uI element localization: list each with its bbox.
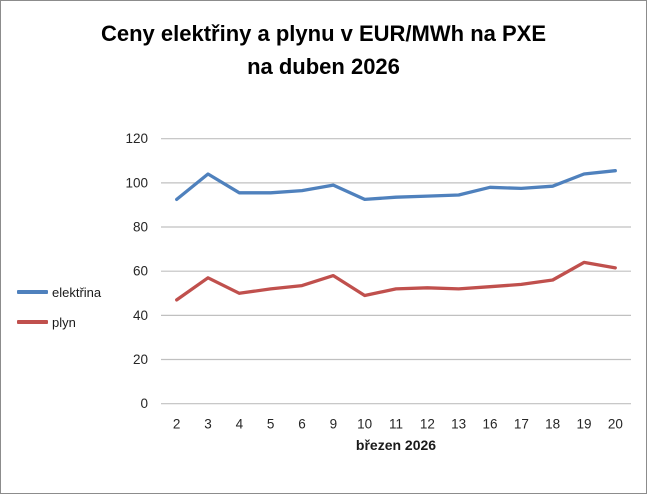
x-tick-label-13: 13: [451, 417, 466, 432]
x-tick-label-5: 5: [267, 417, 275, 432]
x-tick-label-4: 4: [236, 417, 244, 432]
x-tick-label-9: 9: [330, 417, 338, 432]
x-tick-label-3: 3: [204, 417, 212, 432]
x-tick-label-20: 20: [608, 417, 623, 432]
legend-label-elektrina: elektřina: [52, 284, 102, 300]
y-tick-label-40: 40: [133, 308, 148, 323]
legend-item-elektrina: elektřina: [17, 284, 101, 300]
y-tick-label-0: 0: [140, 396, 148, 411]
y-tick-label-20: 20: [133, 352, 148, 367]
x-axis-title: březen 2026: [355, 437, 437, 453]
chart-title-line-1: Ceny elektřiny a plynu v EUR/MWh na PXE: [101, 21, 546, 46]
legend-item-plyn: plyn: [17, 314, 101, 330]
y-tick-label-120: 120: [125, 131, 148, 146]
x-tick-label-10: 10: [357, 417, 372, 432]
x-tick-label-19: 19: [576, 417, 591, 432]
chart-title-line-2: na duben 2026: [247, 54, 400, 79]
x-tick-label-6: 6: [298, 417, 306, 432]
x-tick-label-18: 18: [545, 417, 560, 432]
legend: elektřina plyn: [17, 284, 101, 344]
plyn-line-swatch: [17, 320, 48, 324]
chart-title: Ceny elektřiny a plynu v EUR/MWh na PXE …: [1, 17, 646, 83]
legend-label-plyn: plyn: [52, 314, 76, 330]
x-tick-label-11: 11: [389, 417, 403, 432]
series-line-elektřina: [175, 169, 617, 202]
x-tick-label-16: 16: [482, 417, 497, 432]
y-tick-label-100: 100: [125, 175, 148, 190]
x-tick-label-2: 2: [173, 417, 181, 432]
x-tick-label-12: 12: [420, 417, 435, 432]
series-line-plyn: [175, 260, 617, 302]
y-tick-label-80: 80: [133, 220, 148, 235]
elektrina-line-swatch: [17, 290, 48, 294]
y-tick-label-60: 60: [133, 264, 148, 279]
x-tick-label-17: 17: [514, 417, 529, 432]
